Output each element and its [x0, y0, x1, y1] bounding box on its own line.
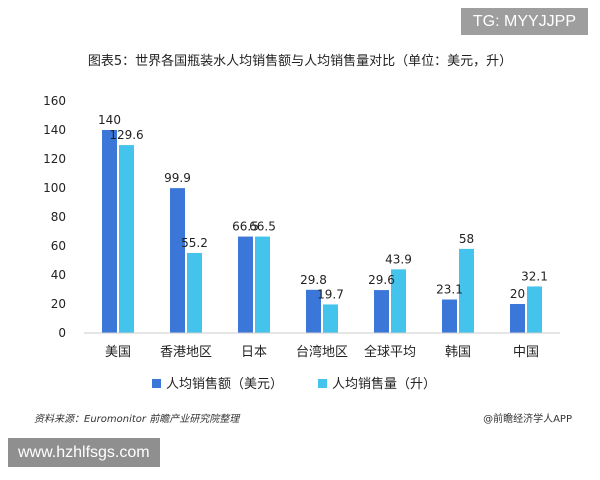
y-tick-label: 40 [51, 268, 66, 282]
y-axis: 0 20 40 60 80 100 120 140 160 [43, 94, 66, 340]
watermark-badge-top: TG: MYYJJPP [460, 8, 588, 35]
data-label: 58 [459, 232, 474, 246]
bar [459, 248, 474, 333]
data-label: 29.6 [368, 273, 395, 287]
x-tick-label: 日本 [241, 345, 267, 360]
data-label: 99.9 [164, 171, 191, 185]
x-tick-label: 中国 [513, 345, 539, 360]
bar [306, 289, 321, 333]
legend-swatch [318, 379, 327, 388]
publisher-credit: @前瞻经济学人APP [483, 414, 572, 425]
bar [170, 188, 185, 333]
bars [102, 130, 542, 333]
bar [374, 290, 389, 333]
y-tick-label: 140 [43, 123, 66, 137]
legend-label: 人均销售量（升） [332, 376, 436, 392]
bar [102, 130, 117, 333]
bar [527, 286, 542, 333]
data-label: 66.5 [232, 220, 259, 234]
y-tick-label: 0 [58, 326, 66, 340]
data-label: 55.2 [181, 236, 208, 250]
y-tick-label: 100 [43, 181, 66, 195]
data-label: 29.8 [300, 273, 327, 287]
legend-swatch [152, 379, 161, 388]
watermark-badge-bottom: www.hzhlfsgs.com [8, 438, 160, 467]
x-tick-label: 美国 [105, 345, 131, 360]
legend: 人均销售额（美元） 人均销售量（升） [152, 376, 436, 392]
y-tick-label: 60 [51, 239, 66, 253]
data-label: 66.5 [249, 220, 276, 234]
y-tick-label: 160 [43, 94, 66, 108]
bar [442, 299, 457, 333]
x-axis: 美国 香港地区 日本 台湾地区 全球平均 韩国 中国 [84, 332, 560, 360]
y-tick-label: 20 [51, 297, 66, 311]
data-label: 19.7 [317, 287, 344, 301]
data-label: 43.9 [385, 252, 412, 266]
y-tick-label: 120 [43, 152, 66, 166]
data-label: 140 [98, 113, 121, 127]
bar [323, 304, 338, 333]
y-tick-label: 80 [51, 210, 66, 224]
x-tick-label: 韩国 [445, 345, 471, 360]
data-label: 129.6 [109, 128, 143, 142]
bar [255, 236, 270, 333]
x-tick-label: 台湾地区 [296, 344, 348, 360]
bar [238, 236, 253, 333]
bar [391, 269, 406, 333]
bar [187, 252, 202, 333]
legend-label: 人均销售额（美元） [166, 376, 283, 392]
chart-title: 图表5：世界各国瓶装水人均销售额与人均销售量对比（单位：美元，升） [87, 54, 513, 69]
bar [119, 145, 134, 333]
source-note: 资料来源：Euromonitor 前瞻产业研究院整理 [34, 414, 240, 425]
bar [510, 304, 525, 333]
x-tick-label: 香港地区 [160, 345, 212, 360]
x-tick-label: 全球平均 [364, 344, 416, 360]
data-label: 32.1 [521, 269, 548, 283]
data-label: 23.1 [436, 283, 463, 297]
data-label: 20 [510, 287, 525, 301]
